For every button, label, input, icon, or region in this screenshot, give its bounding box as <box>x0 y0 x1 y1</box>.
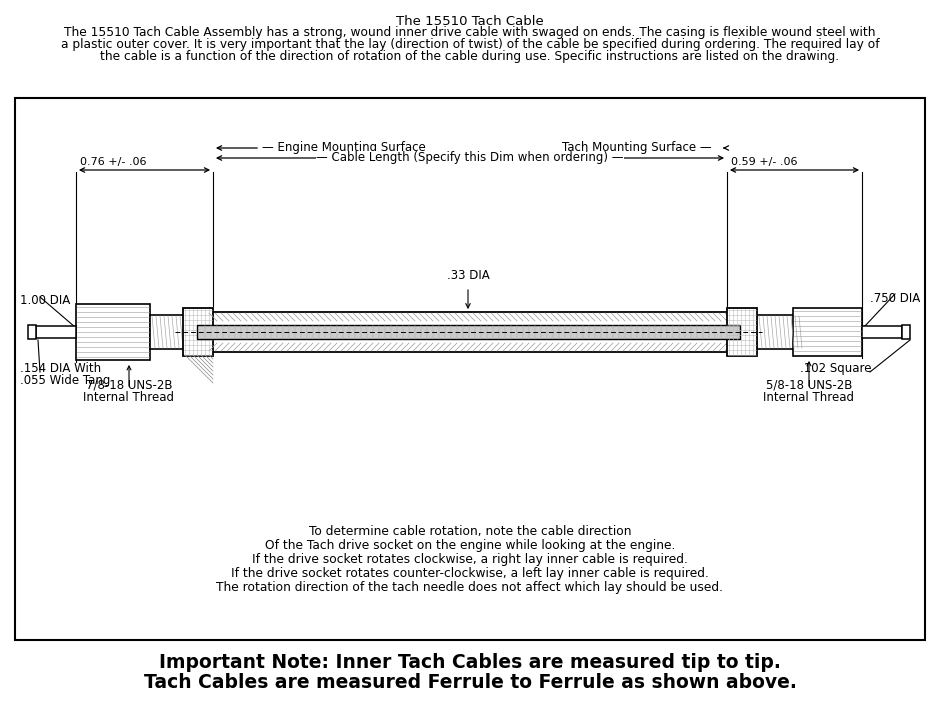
Text: — Cable Length (Specify this Dim when ordering) —: — Cable Length (Specify this Dim when or… <box>316 151 624 164</box>
Text: — Engine Mounting Surface: — Engine Mounting Surface <box>262 142 425 155</box>
Text: The rotation direction of the tach needle does not affect which lay should be us: The rotation direction of the tach needl… <box>216 581 724 594</box>
Text: .055 Wide Tang: .055 Wide Tang <box>20 374 110 387</box>
Bar <box>150 315 193 349</box>
Text: The 15510 Tach Cable: The 15510 Tach Cable <box>396 15 544 28</box>
Text: If the drive socket rotates clockwise, a right lay inner cable is required.: If the drive socket rotates clockwise, a… <box>252 553 688 566</box>
Text: Tach Cables are measured Ferrule to Ferrule as shown above.: Tach Cables are measured Ferrule to Ferr… <box>144 673 796 692</box>
Text: To determine cable rotation, note the cable direction: To determine cable rotation, note the ca… <box>309 525 631 538</box>
Bar <box>793 308 862 356</box>
Text: .33 DIA: .33 DIA <box>447 269 489 282</box>
Bar <box>36 326 76 338</box>
Text: 0.59 +/- .06: 0.59 +/- .06 <box>731 157 798 167</box>
Bar <box>745 315 800 349</box>
Text: Internal Thread: Internal Thread <box>84 391 174 404</box>
Bar <box>205 312 732 352</box>
Text: If the drive socket rotates counter-clockwise, a left lay inner cable is require: If the drive socket rotates counter-cloc… <box>231 567 709 580</box>
Text: Internal Thread: Internal Thread <box>763 391 854 404</box>
Bar <box>727 308 757 356</box>
Text: .102 Square: .102 Square <box>800 362 871 375</box>
Text: .750 DIA: .750 DIA <box>870 292 920 305</box>
Bar <box>902 325 910 339</box>
Bar <box>183 308 213 356</box>
Text: .154 DIA With: .154 DIA With <box>20 362 101 375</box>
Text: Tach Mounting Surface —: Tach Mounting Surface — <box>562 142 711 155</box>
Text: 7/8-18 UNS-2B: 7/8-18 UNS-2B <box>86 379 172 392</box>
Bar <box>28 325 36 339</box>
Text: a plastic outer cover. It is very important that the lay (direction of twist) of: a plastic outer cover. It is very import… <box>60 38 879 51</box>
Text: 0.76 +/- .06: 0.76 +/- .06 <box>80 157 147 167</box>
Text: The 15510 Tach Cable Assembly has a strong, wound inner drive cable with swaged : The 15510 Tach Cable Assembly has a stro… <box>64 26 876 39</box>
Text: Of the Tach drive socket on the engine while looking at the engine.: Of the Tach drive socket on the engine w… <box>264 539 676 552</box>
Text: 5/8-18 UNS-2B: 5/8-18 UNS-2B <box>766 379 853 392</box>
Bar <box>197 325 740 339</box>
Text: the cable is a function of the direction of rotation of the cable during use. Sp: the cable is a function of the direction… <box>101 50 839 63</box>
Text: 1.00 DIA: 1.00 DIA <box>20 294 71 307</box>
Bar <box>862 326 902 338</box>
Bar <box>15 98 925 640</box>
Text: Important Note: Inner Tach Cables are measured tip to tip.: Important Note: Inner Tach Cables are me… <box>159 653 781 672</box>
Bar <box>76 304 150 360</box>
